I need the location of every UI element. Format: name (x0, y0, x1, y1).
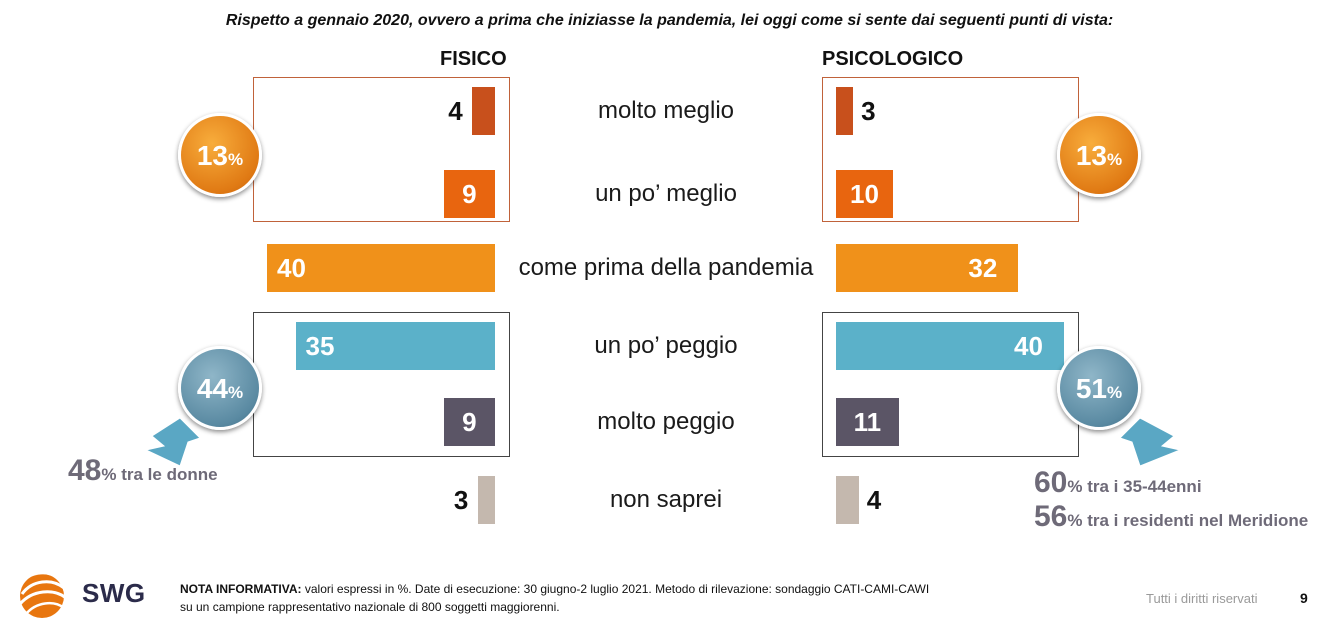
label-psicologico-4: 11 (853, 407, 882, 437)
label-fisico-4: 9 (462, 407, 477, 437)
arrow-left-icon (144, 417, 201, 467)
label-psicologico-3: 40 (1014, 331, 1043, 361)
header-fisico: FISICO (440, 48, 507, 70)
label-fisico-0: 4 (448, 96, 463, 126)
bubble-left-better: 13% (178, 113, 262, 197)
category-label: non saprei (609, 486, 723, 513)
note-right-2: 56% tra i residenti nel Meridione (1034, 500, 1309, 533)
bar-psicologico-5 (836, 476, 859, 524)
note-right-1: 60% tra i 35-44enni (1034, 466, 1202, 499)
label-psicologico-5: 4 (866, 485, 882, 515)
note-left: 48% tra le donne (68, 454, 218, 487)
bar-fisico-2 (267, 244, 495, 292)
swg-logo-text: SWG (82, 578, 146, 608)
bubble-right-worse: 51% (1057, 346, 1141, 430)
category-label: molto peggio (597, 408, 735, 435)
bar-fisico-3 (295, 322, 495, 370)
bar-fisico-4 (443, 398, 495, 446)
rights-text: Tutti i diritti riservati (1146, 591, 1258, 606)
category-label: molto meglio (597, 97, 735, 124)
arrow-right-icon (1119, 417, 1182, 467)
category-label: come prima della pandemia (518, 254, 814, 281)
bar-psicologico-0 (836, 87, 854, 135)
label-fisico-1: 9 (462, 179, 477, 209)
bar-psicologico-3 (836, 322, 1064, 370)
page-number: 9 (1300, 590, 1308, 606)
label-psicologico-2: 32 (968, 253, 998, 283)
label-psicologico-1: 10 (850, 179, 879, 209)
swg-logo-icon (17, 572, 67, 618)
bar-psicologico-2 (836, 244, 1019, 292)
bubble-right-better: 13% (1057, 113, 1141, 197)
label-psicologico-0: 3 (861, 96, 876, 126)
label-fisico-2: 40 (277, 253, 306, 283)
bubble-left-worse: 44% (178, 346, 262, 430)
label-fisico-3: 35 (305, 331, 335, 361)
question-title: Rispetto a gennaio 2020, ovvero a prima … (225, 12, 1114, 29)
bar-fisico-5 (477, 476, 495, 524)
header-psicologico: PSICOLOGICO (822, 48, 964, 70)
category-label: un po’ peggio (594, 332, 738, 359)
bar-psicologico-1 (836, 170, 893, 218)
bar-fisico-0 (472, 87, 495, 135)
label-fisico-5: 3 (453, 485, 469, 515)
bar-fisico-1 (443, 170, 495, 218)
bar-psicologico-4 (836, 398, 899, 446)
category-label: un po’ meglio (595, 180, 737, 207)
footer-note: NOTA INFORMATIVA: valori espressi in %. … (180, 582, 930, 614)
